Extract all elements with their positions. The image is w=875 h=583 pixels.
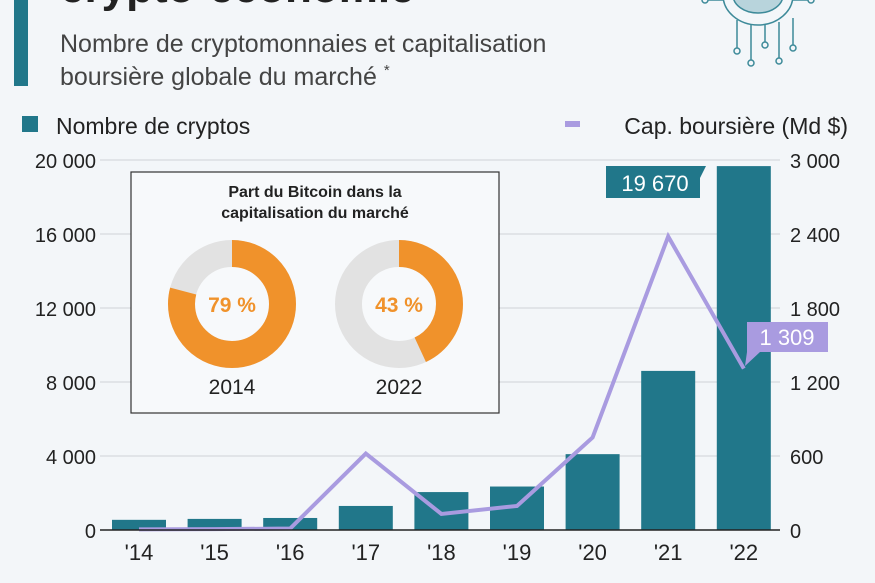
x-tick-label: '19 — [503, 540, 532, 565]
left-tick-label: 12 000 — [35, 299, 96, 321]
x-tick-label: '18 — [427, 540, 456, 565]
x-tick-label: '14 — [125, 540, 154, 565]
donut-bitcoin-slice — [335, 240, 463, 368]
right-tick-label: 2 400 — [790, 225, 840, 247]
donut-2022: 43 % 2022 — [335, 240, 463, 399]
legend-line-label: Cap. boursière (Md $) — [624, 113, 848, 139]
inset-title-line1: Part du Bitcoin dans la — [228, 184, 401, 201]
title-accent-bar — [14, 0, 28, 86]
legend-bar-label: Nombre de cryptos — [56, 113, 250, 139]
right-tick-label: 0 — [790, 521, 801, 543]
x-tick-label: '16 — [276, 540, 305, 565]
bar-'15 — [187, 518, 242, 530]
bar-'17 — [338, 505, 393, 530]
svg-text:19 670: 19 670 — [621, 171, 688, 196]
x-tick-label: '21 — [654, 540, 683, 565]
donut-year-label: 2014 — [209, 376, 256, 399]
subtitle-line2: boursière globale du marché * — [60, 62, 390, 91]
x-tick-label: '17 — [351, 540, 380, 565]
inset-box: Part du Bitcoin dans la capitalisation d… — [130, 171, 500, 414]
bar-'14 — [112, 519, 166, 530]
donut-year-label: 2022 — [376, 376, 423, 399]
legend-bar-swatch — [22, 116, 38, 132]
right-tick-label: 1 200 — [790, 373, 840, 395]
inset-title-line2: capitalisation du marché — [221, 205, 409, 222]
line-last-label: 1 309 — [745, 322, 828, 366]
x-tick-label: '15 — [200, 540, 229, 565]
circuit-coin-icon — [701, 0, 815, 67]
donut-2014: 79 % 2014 — [168, 240, 296, 399]
bar-'20 — [565, 454, 620, 530]
subtitle-line1: Nombre de cryptomonnaies et capitalisati… — [60, 30, 546, 58]
right-tick-label: 600 — [790, 447, 823, 469]
title: crypto-économie — [60, 0, 415, 12]
svg-text:1 309: 1 309 — [759, 325, 814, 350]
donut-bitcoin-slice — [168, 240, 296, 368]
bar-last-label: 19 670 — [606, 166, 706, 198]
bar-'21 — [641, 370, 696, 530]
left-tick-label: 8 000 — [46, 373, 96, 395]
donut-share-label: 79 % — [208, 294, 256, 317]
left-tick-label: 20 000 — [35, 151, 96, 173]
right-tick-label: 3 000 — [790, 151, 840, 173]
right-tick-label: 1 800 — [790, 299, 840, 321]
x-tick-label: '22 — [729, 540, 758, 565]
left-tick-label: 4 000 — [46, 447, 96, 469]
left-tick-label: 16 000 — [35, 225, 96, 247]
donut-share-label: 43 % — [375, 294, 423, 317]
left-tick-label: 0 — [85, 521, 96, 543]
x-tick-label: '20 — [578, 540, 607, 565]
legend-line-swatch — [565, 121, 580, 127]
